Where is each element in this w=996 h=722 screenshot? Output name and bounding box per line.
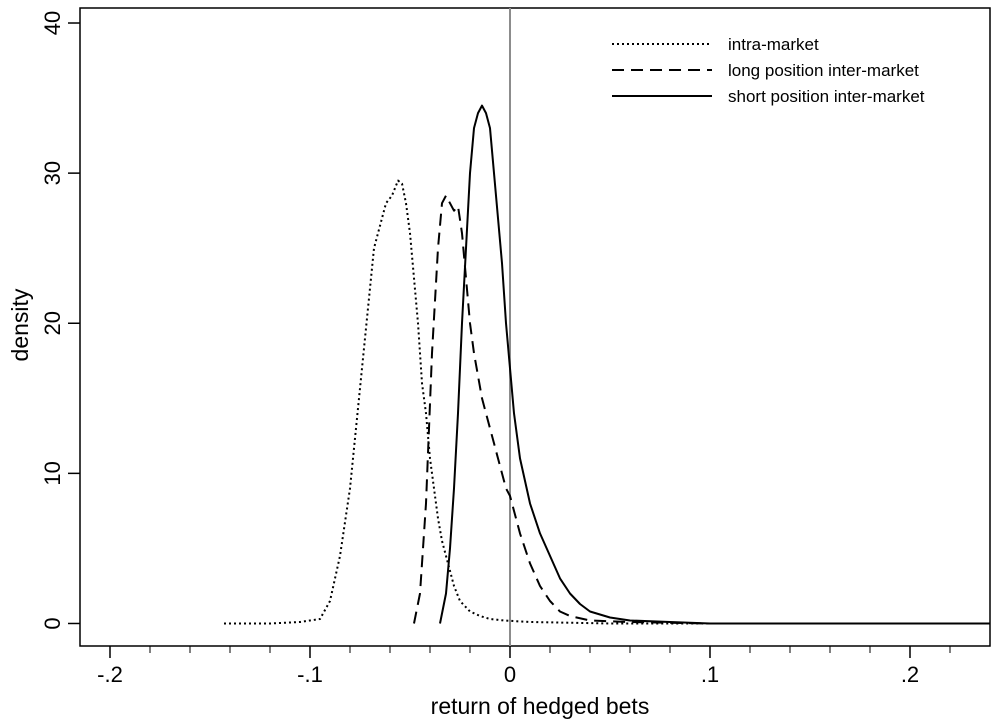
x-tick-label: 0 — [504, 662, 516, 687]
y-axis-title: density — [7, 288, 33, 361]
x-tick-label: .2 — [901, 662, 919, 687]
y-tick-label: 20 — [40, 311, 65, 335]
y-tick-label: 0 — [40, 617, 65, 629]
x-tick-label: -.2 — [97, 662, 123, 687]
series-line-intra-market — [224, 179, 990, 625]
series-line-short-position-inter-market — [439, 104, 990, 625]
x-tick-label: .1 — [701, 662, 719, 687]
y-tick-label: 40 — [40, 11, 65, 35]
series-group — [224, 104, 990, 625]
legend: intra-market long position inter-market sh… — [612, 35, 925, 106]
legend-label: short position inter-market — [728, 87, 925, 106]
x-tick-label: -.1 — [297, 662, 323, 687]
legend-label: long position inter-market — [728, 61, 919, 80]
x-axis-title: return of hedged bets — [431, 693, 650, 719]
series-line-long-position-inter-market — [413, 194, 990, 625]
plot-frame — [79, 7, 991, 647]
y-tick-label: 10 — [40, 461, 65, 485]
axes: -.2 -.1 0 .1 .2 0 10 20 30 40 — [40, 7, 991, 687]
legend-label: intra-market — [728, 35, 819, 54]
y-tick-label: 30 — [40, 161, 65, 185]
